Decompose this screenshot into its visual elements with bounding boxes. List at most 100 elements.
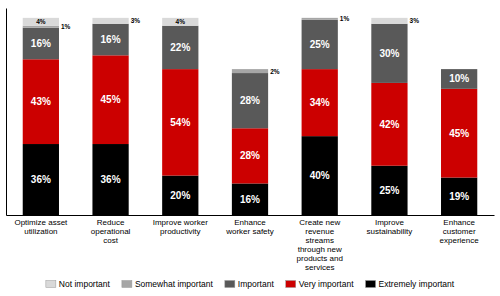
- legend-label: Very important: [299, 279, 354, 289]
- data-label: 25%: [379, 185, 399, 196]
- x-tick-label-line: services: [305, 263, 334, 272]
- x-tick-label-line: sustainability: [367, 227, 413, 236]
- bar-segment: [162, 26, 198, 69]
- legend-item: Somewhat important: [122, 279, 214, 289]
- x-tick-label-line: experience: [440, 236, 480, 245]
- legend-item: Extremely important: [366, 279, 455, 289]
- data-label: 3%: [131, 17, 141, 24]
- data-label: 43%: [31, 96, 51, 107]
- data-label: 16%: [101, 34, 121, 45]
- chart: 36%36%20%16%40%25%19%43%45%54%28%34%42%4…: [0, 0, 500, 296]
- x-tick: Create newrevenuestreamsthrough newprodu…: [297, 215, 343, 272]
- legend-item: Not important: [46, 279, 111, 289]
- data-label: 16%: [31, 38, 51, 49]
- x-tick-label-line: customer: [443, 227, 476, 236]
- x-tick: Enhanceworker safety: [225, 215, 274, 236]
- bar-segment: [371, 166, 407, 215]
- bar-segment: [92, 18, 128, 24]
- legend-label: Somewhat important: [135, 279, 214, 289]
- legend-item: Very important: [286, 279, 354, 289]
- x-tick: Improvesustainability: [367, 215, 413, 236]
- data-label: 45%: [101, 94, 121, 105]
- bar-segment: [232, 73, 268, 128]
- bar-segment: [371, 18, 407, 24]
- x-tick-label: Reduceoperationalcost: [91, 218, 131, 245]
- bar-segment: [371, 83, 407, 166]
- x-tick-label: Enhancecustomerexperience: [440, 218, 480, 245]
- legend-label: Extremely important: [379, 279, 455, 289]
- data-label: 28%: [240, 95, 260, 106]
- x-tick-label-line: Reduce: [97, 218, 125, 227]
- bar-segment: [232, 128, 268, 183]
- bar-segment: [92, 144, 128, 215]
- data-label: 42%: [379, 119, 399, 130]
- x-tick: Reduceoperationalcost: [91, 215, 131, 245]
- bar-segment: [23, 144, 59, 215]
- data-label: 3%: [410, 17, 420, 24]
- bar-segment: [232, 183, 268, 215]
- x-axis-line: [7, 215, 495, 216]
- x-tick-label-line: revenue: [305, 227, 334, 236]
- bar-segment: [162, 69, 198, 175]
- plot-area: [23, 18, 478, 215]
- data-label: 45%: [449, 128, 469, 139]
- legend-swatch: [286, 281, 296, 288]
- x-tick-label-line: utilization: [24, 227, 57, 236]
- data-label: 34%: [310, 97, 330, 108]
- data-label: 16%: [240, 194, 260, 205]
- legend-swatch: [122, 281, 132, 288]
- bar-segment: [441, 69, 477, 70]
- legend-item: Important: [225, 279, 275, 289]
- bar-series: [23, 20, 478, 128]
- x-tick-label-line: Enhance: [234, 218, 266, 227]
- x-tick-label-line: Optimize asset: [14, 218, 68, 227]
- x-tick-label-line: Improve worker: [153, 218, 208, 227]
- bar-segment: [23, 26, 59, 28]
- legend: Not important Somewhat important Important…: [46, 279, 455, 289]
- x-tick-label-line: products and: [297, 254, 343, 263]
- legend-swatch: [46, 281, 56, 288]
- data-label: 10%: [449, 73, 469, 84]
- x-tick-label-line: Create new: [299, 218, 340, 227]
- data-label: 28%: [240, 150, 260, 161]
- bar-series: [23, 55, 478, 183]
- data-label: 54%: [170, 117, 190, 128]
- bar-segment: [302, 136, 338, 215]
- bar-segment: [371, 24, 407, 83]
- bar-segment: [302, 69, 338, 136]
- x-tick-label: Improve workerproductivity: [153, 218, 208, 236]
- x-tick-label-line: productivity: [160, 227, 200, 236]
- bar-segment: [162, 18, 198, 26]
- x-tick-label-line: cost: [103, 236, 118, 245]
- data-label: 40%: [310, 170, 330, 181]
- x-tick-label-line: through new: [298, 245, 342, 254]
- data-label: 2%: [270, 68, 280, 75]
- x-tick-label: Create newrevenuestreamsthrough newprodu…: [297, 218, 343, 272]
- data-label: 4%: [176, 18, 186, 25]
- x-tick: Optimize assetutilization: [14, 215, 68, 236]
- bar-segment: [23, 59, 59, 144]
- data-label: 36%: [101, 174, 121, 185]
- bar-segment: [302, 18, 338, 20]
- x-tick-label: Enhanceworker safety: [225, 218, 274, 236]
- data-label: 25%: [310, 39, 330, 50]
- data-label: 30%: [379, 48, 399, 59]
- bar-segment: [302, 20, 338, 69]
- x-tick-label-line: streams: [305, 236, 333, 245]
- data-label: 19%: [449, 191, 469, 202]
- x-tick: Enhancecustomerexperience: [440, 215, 480, 245]
- y-axis-line: [6, 9, 7, 216]
- x-tick-label-line: operational: [91, 227, 131, 236]
- data-label: 1%: [340, 15, 350, 22]
- x-tick: Improve workerproductivity: [153, 215, 208, 236]
- x-tick-label: Optimize assetutilization: [14, 218, 68, 236]
- data-labels: 36%36%20%16%40%25%19%43%45%54%28%34%42%4…: [31, 15, 469, 204]
- x-tick-label-line: worker safety: [225, 227, 274, 236]
- bar-segment: [92, 55, 128, 144]
- bar-segment: [441, 89, 477, 178]
- bar-segment: [162, 176, 198, 215]
- data-label: 20%: [170, 190, 190, 201]
- bar-segment: [441, 69, 477, 70]
- bar-series: [23, 18, 408, 26]
- y-axis: [6, 9, 7, 216]
